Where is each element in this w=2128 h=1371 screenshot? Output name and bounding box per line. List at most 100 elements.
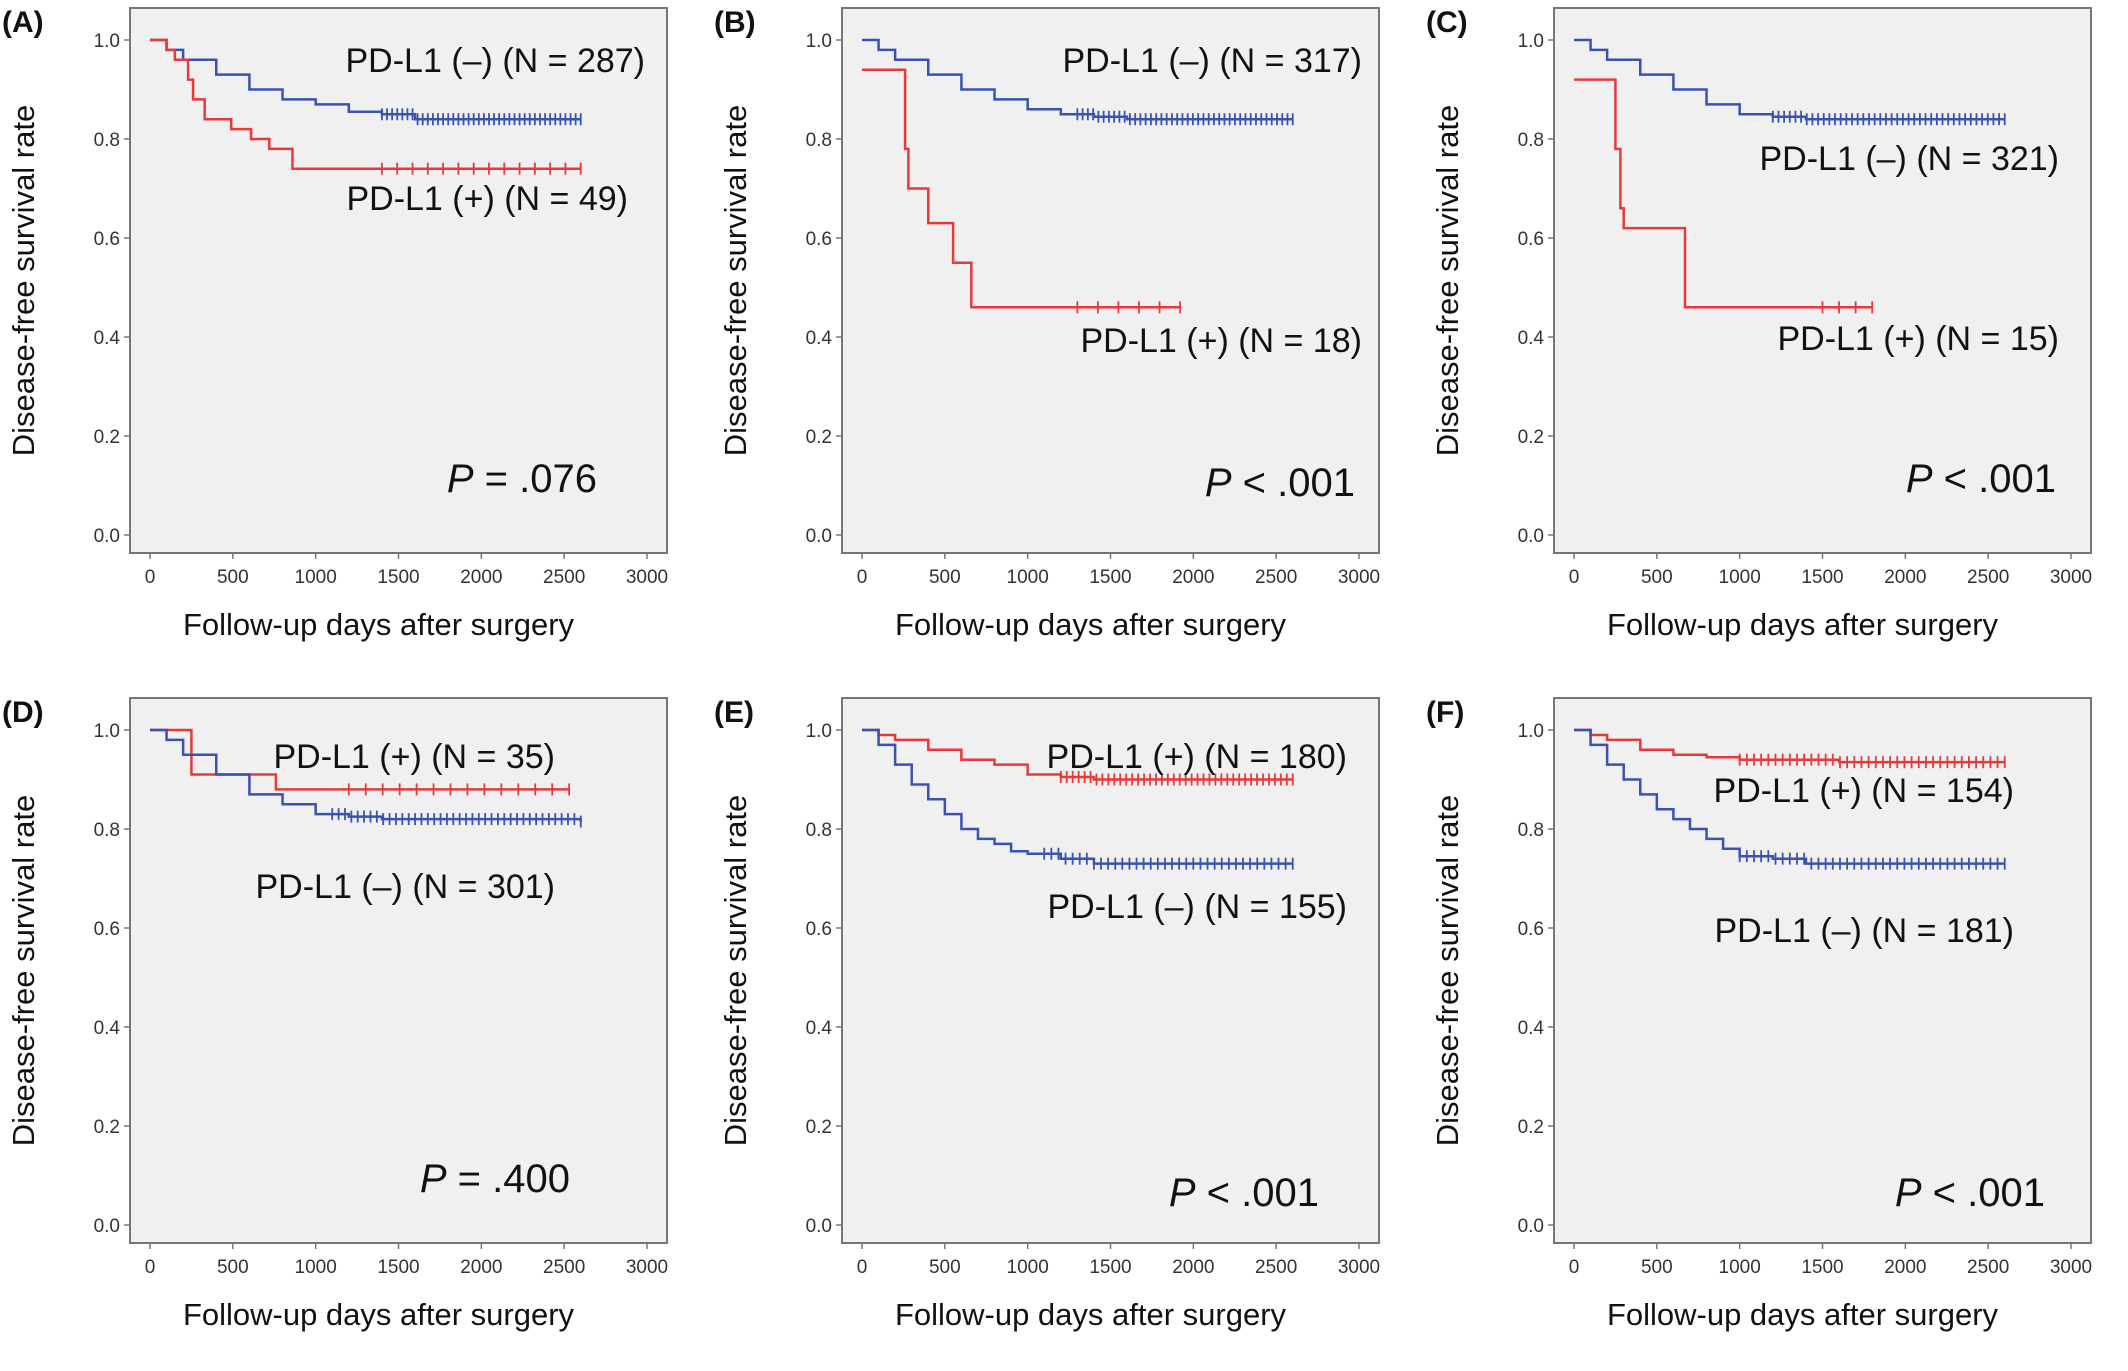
censor-marks — [347, 783, 571, 796]
x-tick-label: 1500 — [377, 567, 419, 588]
series-label: PD-L1 (–) (N = 287) — [346, 42, 646, 80]
panel-label: (B) — [714, 6, 756, 39]
censor-marks — [1076, 301, 1181, 314]
series-label: PD-L1 (+) (N = 180) — [1047, 738, 1347, 776]
x-tick-label: 1500 — [1089, 567, 1131, 588]
y-tick-label: 0.2 — [806, 1117, 832, 1138]
y-tick-label: 0.8 — [94, 820, 120, 841]
series-label: PD-L1 (+) (N = 35) — [273, 738, 555, 776]
x-tick-label: 2500 — [1255, 1257, 1297, 1278]
y-tick-label: 0.0 — [94, 1216, 120, 1237]
x-tick-label: 1500 — [1089, 1257, 1131, 1278]
x-axis-label: Follow-up days after surgery — [183, 1297, 575, 1332]
survival-curve — [150, 728, 582, 822]
y-tick-label: 0.6 — [1518, 919, 1544, 940]
x-tick-label: 1000 — [1007, 1257, 1049, 1278]
y-tick-label: 0.2 — [94, 1117, 120, 1138]
y-tick-label: 0.8 — [1518, 820, 1544, 841]
x-tick-label: 1500 — [1801, 1257, 1843, 1278]
x-tick-label: 2500 — [1255, 567, 1297, 588]
x-tick-label: 2000 — [1884, 567, 1926, 588]
y-tick-label: 1.0 — [94, 721, 120, 742]
censor-marks — [1059, 771, 1294, 786]
y-tick-label: 0.4 — [1518, 1018, 1545, 1039]
x-tick-label: 2000 — [1884, 1257, 1926, 1278]
y-tick-label: 1.0 — [806, 31, 832, 52]
censor-marks — [381, 108, 582, 126]
x-tick-label: 0 — [857, 1257, 868, 1278]
p-value: P < .001 — [1169, 1171, 1319, 1215]
x-tick-label: 2500 — [543, 567, 585, 588]
survival-curve — [150, 38, 581, 121]
x-tick-label: 1000 — [295, 567, 337, 588]
y-tick-label: 0.8 — [806, 820, 832, 841]
x-axis-label: Follow-up days after surgery — [895, 1297, 1287, 1332]
survival-curve — [150, 38, 581, 170]
p-value: P < .001 — [1895, 1171, 2045, 1215]
survival-curve — [862, 728, 1293, 865]
x-tick-label: 500 — [929, 1257, 961, 1278]
y-tick-label: 0.0 — [1518, 526, 1544, 547]
p-value: P = .076 — [447, 457, 597, 501]
x-tick-label: 1000 — [295, 1257, 337, 1278]
y-tick-label: 0.2 — [94, 427, 120, 448]
x-tick-label: 0 — [1569, 1257, 1580, 1278]
series-label: PD-L1 (+) (N = 18) — [1080, 322, 1362, 360]
series-label: PD-L1 (+) (N = 15) — [1777, 320, 2059, 358]
x-tick-label: 3000 — [1338, 1257, 1380, 1278]
x-tick-label: 3000 — [626, 1257, 668, 1278]
y-tick-label: 1.0 — [94, 31, 120, 52]
x-tick-label: 3000 — [626, 567, 668, 588]
x-tick-label: 1500 — [1801, 567, 1843, 588]
x-tick-label: 2000 — [1172, 567, 1214, 588]
x-tick-label: 2000 — [460, 567, 502, 588]
survival-curve — [862, 68, 1181, 309]
x-tick-label: 1500 — [377, 1257, 419, 1278]
y-tick-label: 0.6 — [806, 229, 832, 250]
plot-area — [841, 7, 1380, 554]
y-tick-label: 0.6 — [94, 919, 120, 940]
x-tick-label: 1000 — [1719, 1257, 1761, 1278]
y-tick-label: 0.6 — [94, 229, 120, 250]
y-tick-label: 1.0 — [1518, 31, 1544, 52]
y-axis-label: Disease-free survival rate — [1430, 105, 1465, 456]
y-tick-label: 0.6 — [806, 919, 832, 940]
x-tick-label: 2000 — [460, 1257, 502, 1278]
y-tick-label: 0.0 — [94, 526, 120, 547]
y-tick-label: 0.2 — [806, 427, 832, 448]
y-tick-label: 0.4 — [806, 1018, 833, 1039]
censor-marks — [1043, 847, 1294, 870]
x-tick-label: 0 — [857, 567, 868, 588]
chart-panel: (F) 0.0 0.2 0.4 0.6 0.8 1.0 0 500 1000 1500 2000 250… — [1426, 696, 2092, 1332]
y-tick-label: 0.8 — [806, 130, 832, 151]
y-tick-label: 0.2 — [1518, 427, 1544, 448]
x-axis-label: Follow-up days after surgery — [895, 607, 1287, 642]
x-tick-label: 0 — [145, 1257, 156, 1278]
y-tick-label: 1.0 — [1518, 721, 1544, 742]
x-tick-label: 2500 — [1967, 567, 2009, 588]
x-tick-label: 500 — [1641, 567, 1673, 588]
survival-curve — [1574, 728, 2005, 865]
y-tick-label: 0.6 — [1518, 229, 1544, 250]
x-tick-label: 3000 — [2050, 567, 2092, 588]
y-tick-label: 0.0 — [806, 526, 832, 547]
plot-area — [841, 697, 1380, 1244]
panel-label: (E) — [714, 696, 754, 729]
censor-marks — [1076, 108, 1294, 126]
y-tick-label: 0.0 — [806, 1216, 832, 1237]
x-tick-label: 500 — [1641, 1257, 1673, 1278]
y-tick-label: 0.4 — [94, 1018, 121, 1039]
chart-panel: (A) 0.0 0.2 0.4 0.6 0.8 1.0 0 500 1000 1500 2000 250… — [2, 6, 668, 642]
y-tick-label: 0.4 — [1518, 328, 1545, 349]
y-axis-label: Disease-free survival rate — [1430, 795, 1465, 1146]
x-tick-label: 3000 — [2050, 1257, 2092, 1278]
panel-label: (D) — [2, 696, 44, 729]
survival-curve — [1574, 728, 2005, 764]
x-tick-label: 0 — [145, 567, 156, 588]
panel-label: (F) — [1426, 696, 1464, 729]
series-label: PD-L1 (–) (N = 321) — [1760, 140, 2060, 178]
x-tick-label: 3000 — [1338, 567, 1380, 588]
plot-area — [1553, 7, 2092, 554]
y-tick-label: 0.4 — [94, 328, 121, 349]
